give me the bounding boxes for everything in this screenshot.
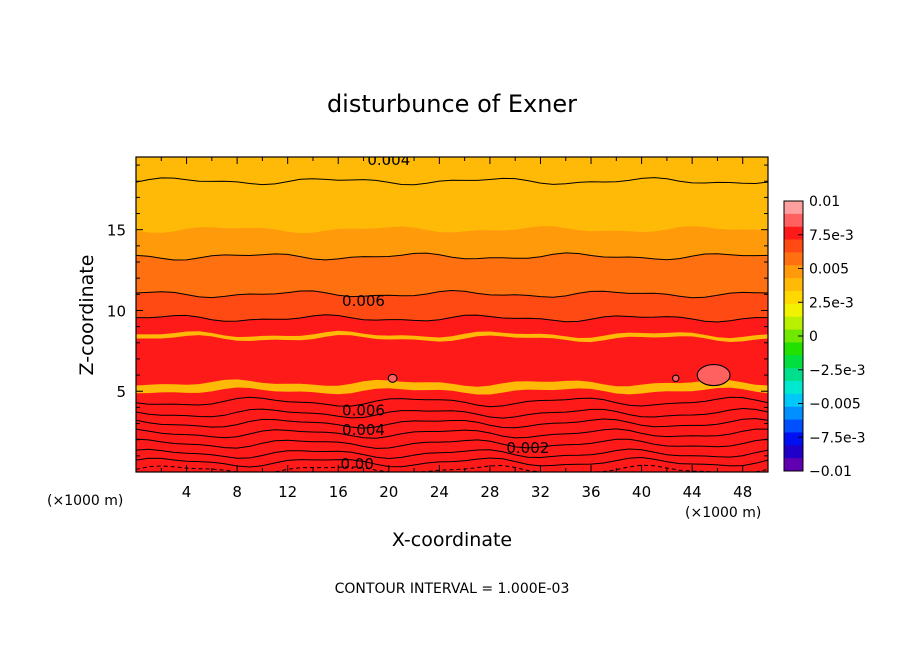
contour-label: 0.006 (342, 402, 385, 420)
contour-line (136, 438, 768, 449)
colorbar-swatch (784, 291, 803, 305)
y-tick-label: 15 (107, 222, 126, 240)
colorbar-swatch (784, 393, 803, 408)
colorbar-swatch (784, 432, 803, 446)
chart-title: disturbunce of Exner (327, 90, 577, 118)
colorbar-label: −0.01 (809, 464, 852, 480)
contour-label: 0.002 (506, 439, 549, 457)
colorbar-label: −2.5e-3 (809, 363, 866, 379)
colorbar-swatch (784, 381, 803, 395)
colorbar-label: 7.5e-3 (809, 228, 854, 244)
colorbar-swatch (784, 265, 803, 279)
x-tick-label: 40 (632, 483, 651, 501)
closed-contours (387, 364, 731, 387)
x-tick-label: 16 (329, 483, 348, 501)
colorbar-swatch (784, 342, 803, 356)
contour-label: 0.004 (342, 421, 385, 439)
colorbar-swatch (784, 303, 803, 318)
colorbar-swatch (784, 329, 803, 343)
colorbar-label: 0 (809, 329, 818, 345)
closed-contour (387, 373, 398, 383)
closed-contour (696, 364, 731, 387)
x-tick-label: 12 (278, 483, 297, 501)
x-unit-left: (×1000 m) (47, 493, 123, 509)
contour-line (136, 418, 768, 429)
filled-contour-bands (136, 157, 768, 472)
colorbar-label: 0.005 (809, 262, 849, 278)
contour-line (136, 456, 768, 468)
colorbar-swatch (784, 419, 803, 433)
colorbar-swatch (784, 278, 803, 292)
x-axis-label: X-coordinate (392, 529, 512, 551)
contour-line (136, 177, 768, 186)
colorbar-swatch (784, 445, 803, 459)
contour-line (136, 407, 768, 419)
y-axis-label: Z-coordinate (76, 255, 98, 376)
x-unit-right: (×1000 m) (685, 505, 761, 521)
x-tick-label: 48 (733, 483, 752, 501)
contour-line (136, 396, 768, 408)
colorbar-swatch (784, 252, 803, 266)
contour-line (136, 289, 768, 299)
plot-frame (135, 156, 769, 473)
colorbar-swatch (784, 316, 803, 330)
contour-line (136, 252, 768, 261)
y-tick-label: 5 (116, 383, 126, 401)
colorbar-label: −0.005 (809, 397, 861, 413)
x-tick-label: 24 (430, 483, 449, 501)
colorbar: 0.01 7.5e-3 0.005 2.5e-3 0 −2.5e-3 −0.005 −7.5e… (783, 194, 866, 480)
contour-lines (136, 177, 768, 472)
band-upper (136, 157, 768, 185)
contour-label: 0.00 (340, 455, 373, 473)
contour-label: 0.006 (342, 292, 385, 310)
contour-line (136, 464, 768, 472)
colorbar-swatch (784, 406, 803, 420)
colorbar-label: 2.5e-3 (809, 295, 854, 311)
colorbar-swatch (784, 239, 803, 253)
contour-interval-note: CONTOUR INTERVAL = 1.000E-03 (335, 581, 570, 597)
colorbar-swatch (784, 201, 803, 215)
contour-line (136, 428, 768, 439)
colorbar-swatch (784, 213, 803, 228)
contour-line (136, 448, 768, 460)
x-tick-label: 8 (232, 483, 242, 501)
colorbar-swatch (784, 458, 803, 472)
colorbar-swatch (784, 226, 803, 240)
band-core (136, 335, 768, 387)
x-tick-label: 44 (683, 483, 702, 501)
x-tick-label: 4 (182, 483, 192, 501)
x-tick-label: 32 (531, 483, 550, 501)
colorbar-swatch (784, 368, 803, 382)
x-tick-label: 28 (480, 483, 499, 501)
colorbar-swatch (784, 355, 803, 369)
closed-contour (671, 374, 680, 383)
x-tick-label: 36 (581, 483, 600, 501)
x-tick-label: 20 (379, 483, 398, 501)
y-tick-label: 10 (107, 302, 126, 320)
colorbar-label: −7.5e-3 (809, 430, 866, 446)
colorbar-label: 0.01 (809, 194, 840, 210)
contour-line (136, 314, 768, 323)
